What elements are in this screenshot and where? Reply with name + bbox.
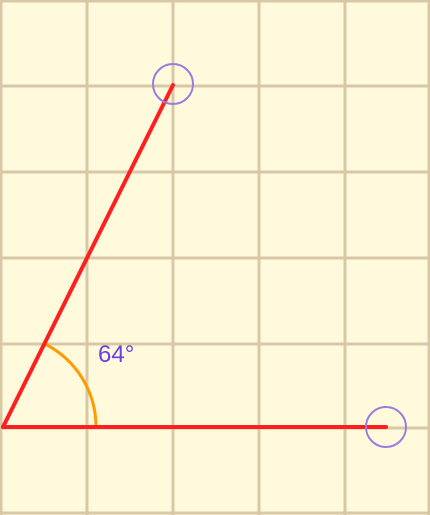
angle-degree-label: 64° bbox=[98, 341, 134, 368]
angle-ray-rotated bbox=[1, 83, 175, 429]
length-handle[interactable] bbox=[365, 406, 407, 448]
angle-arc bbox=[43, 342, 98, 428]
rotate-handle[interactable] bbox=[152, 63, 194, 105]
